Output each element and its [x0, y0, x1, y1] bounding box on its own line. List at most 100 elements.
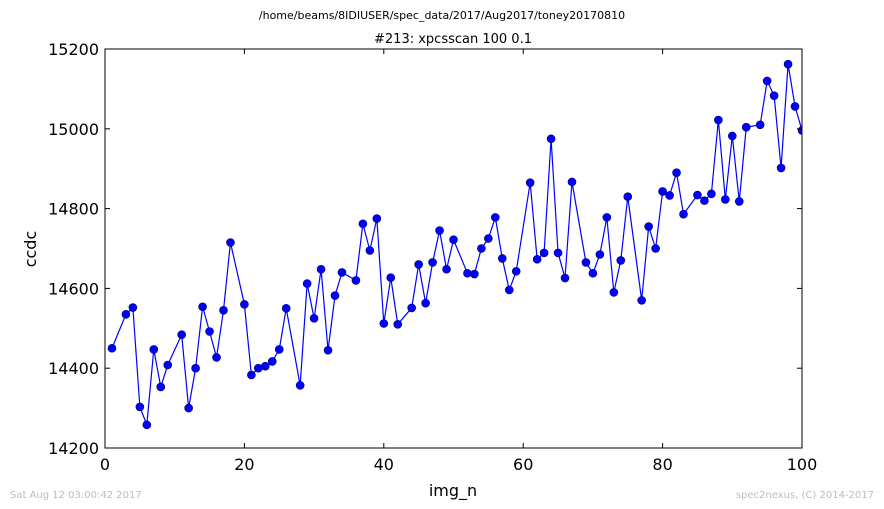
data-point [672, 168, 681, 177]
series-line [111, 64, 802, 426]
data-point [247, 370, 256, 380]
data-point [191, 363, 200, 373]
data-point [727, 131, 737, 141]
data-point [755, 120, 765, 130]
y-tick-label: 14800 [48, 200, 99, 219]
y-tick-label: 15200 [48, 40, 99, 59]
data-point [442, 264, 451, 274]
data-point [567, 177, 577, 187]
x-tick-label: 40 [374, 455, 394, 474]
data-point [372, 214, 382, 223]
data-point [658, 187, 667, 196]
plot-area: 0 20 40 60 80 100 14200 14400 14600 14800 15000 152… [48, 40, 817, 474]
data-point [693, 190, 702, 200]
data-point [546, 134, 556, 144]
data-point [679, 209, 688, 219]
y-tick-label: 14600 [48, 279, 99, 298]
footer-credit: spec2nexus, (C) 2014-2017 [736, 490, 874, 501]
data-point [525, 178, 535, 187]
data-point [588, 268, 598, 278]
data-point [734, 197, 744, 206]
data-point [274, 345, 284, 354]
data-point [790, 102, 800, 111]
data-point [393, 320, 403, 329]
data-point [149, 345, 159, 354]
data-point [700, 196, 709, 205]
data-point [421, 298, 430, 308]
data-point [449, 235, 458, 245]
data-point [644, 222, 653, 231]
data-point [407, 303, 416, 313]
data-point [142, 420, 152, 430]
data-point [484, 234, 493, 243]
data-point [240, 300, 249, 309]
data-point [595, 250, 605, 259]
data-point [776, 163, 786, 173]
data-point [365, 246, 375, 255]
x-tick-label: 100 [787, 455, 818, 474]
data-point [707, 189, 716, 199]
data-point [553, 248, 563, 258]
data-point [163, 360, 173, 370]
data-point [477, 244, 486, 253]
data-point [581, 258, 591, 267]
data-point [762, 76, 772, 86]
data-point [121, 310, 131, 319]
data-point [184, 403, 193, 413]
data-point [323, 345, 333, 355]
data-point [330, 291, 340, 300]
data-point [741, 122, 751, 132]
data-point [107, 343, 117, 353]
data-point [714, 115, 723, 125]
data-point [219, 306, 228, 315]
data-point [295, 381, 305, 390]
suptitle: /home/beams/8IDIUSER/spec_data/2017/Aug2… [259, 9, 625, 22]
y-tick-label: 14200 [48, 439, 99, 458]
data-point [428, 258, 437, 267]
data-point [156, 382, 166, 392]
x-tick-label: 0 [100, 455, 110, 474]
data-point [261, 361, 270, 371]
data-point [267, 357, 277, 366]
data-point [414, 260, 423, 269]
data-point [539, 248, 549, 258]
data-point [616, 256, 626, 265]
data-point [205, 327, 214, 336]
y-axis-label: ccdc [21, 231, 40, 268]
data-point [651, 244, 660, 253]
data-point [226, 238, 235, 247]
footer-timestamp: Sat Aug 12 03:00:42 2017 [10, 490, 142, 501]
data-point [665, 191, 674, 200]
data-point [358, 219, 368, 229]
y-tick-label: 15000 [48, 120, 99, 139]
x-tick-label: 80 [652, 455, 672, 474]
data-point [504, 285, 514, 295]
data-point [532, 254, 542, 264]
data-point [302, 279, 312, 288]
data-point [212, 353, 221, 362]
y-tick-label: 14400 [48, 359, 99, 378]
data-point [281, 304, 291, 313]
data-point [470, 269, 479, 279]
data-point [602, 213, 612, 222]
data-point [379, 319, 389, 328]
data-point [623, 192, 633, 201]
data-point [386, 273, 396, 282]
data-point [491, 213, 500, 222]
data-point [316, 264, 326, 274]
data-point [497, 254, 507, 263]
data-point [769, 91, 779, 100]
data-point [135, 402, 145, 412]
data-point [560, 273, 570, 283]
data-layer [107, 59, 802, 430]
data-point [128, 303, 138, 312]
data-point [351, 276, 361, 285]
chart-title: #213: xpcsscan 100 0.1 [374, 32, 532, 47]
data-point [309, 314, 319, 323]
data-point [609, 288, 619, 297]
data-point [721, 195, 730, 204]
data-point [337, 268, 347, 277]
data-point [637, 296, 646, 305]
x-tick-label: 60 [513, 455, 533, 474]
